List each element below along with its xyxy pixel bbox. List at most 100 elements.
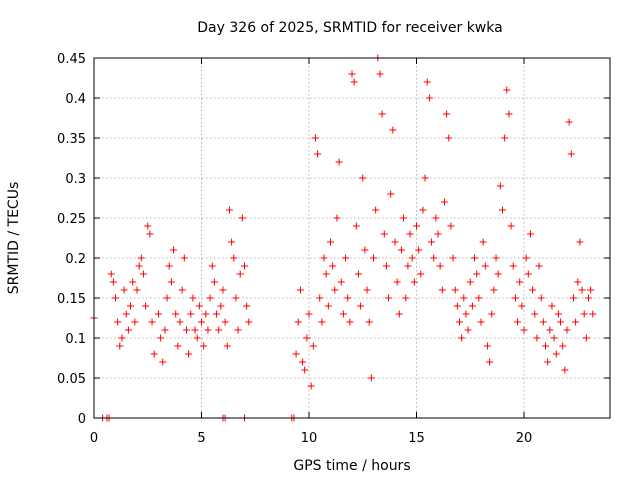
data-point xyxy=(157,334,165,342)
y-tick-label: 0.1 xyxy=(65,332,86,347)
data-point xyxy=(163,294,171,302)
data-point xyxy=(548,302,556,310)
data-point xyxy=(391,238,399,246)
y-tick-label: 0.45 xyxy=(57,52,86,67)
data-point xyxy=(526,230,534,238)
data-point xyxy=(518,302,526,310)
data-point xyxy=(430,254,438,262)
data-point xyxy=(354,270,362,278)
data-point xyxy=(529,286,537,294)
data-point xyxy=(471,254,479,262)
data-point xyxy=(397,246,405,254)
data-point xyxy=(533,334,541,342)
data-point xyxy=(419,206,427,214)
data-point xyxy=(236,270,244,278)
data-point xyxy=(324,302,332,310)
data-point xyxy=(363,286,371,294)
data-point xyxy=(496,182,504,190)
data-point xyxy=(587,286,595,294)
data-point xyxy=(200,342,208,350)
data-point xyxy=(311,134,319,142)
data-point xyxy=(434,230,442,238)
data-point xyxy=(150,350,158,358)
data-point xyxy=(219,286,227,294)
data-point xyxy=(335,158,343,166)
data-point xyxy=(490,286,498,294)
data-point xyxy=(322,270,330,278)
data-point xyxy=(580,310,588,318)
chart-title: Day 326 of 2025, SRMTID for receiver kwk… xyxy=(197,20,502,36)
data-point xyxy=(238,214,246,222)
data-point xyxy=(109,278,117,286)
data-point xyxy=(331,286,339,294)
data-point xyxy=(466,278,474,286)
y-tick-label: 0.2 xyxy=(65,252,86,267)
data-point xyxy=(230,254,238,262)
data-point xyxy=(445,134,453,142)
data-point xyxy=(542,342,549,350)
data-point xyxy=(365,318,373,326)
data-point xyxy=(404,262,412,270)
data-point xyxy=(346,318,354,326)
axis-ticks: 0 0.05 0.1 0.15 0.2 0.25 0.3 0.35 0.4 0.45 0 5 10 15 2… xyxy=(57,52,610,446)
data-point xyxy=(492,254,500,262)
data-point xyxy=(296,286,304,294)
data-point xyxy=(320,254,328,262)
data-point xyxy=(423,78,431,86)
data-point xyxy=(314,150,322,158)
data-point xyxy=(408,254,416,262)
data-point xyxy=(589,310,597,318)
data-point xyxy=(131,318,139,326)
data-point xyxy=(415,246,423,254)
data-point xyxy=(479,238,487,246)
data-point xyxy=(352,222,360,230)
x-tick-label: 5 xyxy=(197,431,205,446)
data-point xyxy=(129,278,137,286)
data-point xyxy=(486,358,494,366)
data-point xyxy=(501,134,509,142)
data-point xyxy=(449,254,457,262)
y-tick-label: 0.15 xyxy=(57,292,86,307)
data-point xyxy=(561,366,569,374)
data-point xyxy=(191,326,199,334)
data-point xyxy=(438,286,446,294)
data-point xyxy=(451,286,459,294)
data-point xyxy=(133,286,141,294)
data-point xyxy=(142,302,150,310)
data-point xyxy=(144,222,152,230)
data-point xyxy=(210,278,218,286)
data-point xyxy=(516,278,524,286)
data-point xyxy=(234,326,242,334)
data-point xyxy=(215,326,223,334)
x-axis-label: GPS time / hours xyxy=(293,458,410,474)
data-point xyxy=(146,230,154,238)
data-point xyxy=(299,358,307,366)
data-point xyxy=(447,222,455,230)
data-point xyxy=(402,294,410,302)
data-point xyxy=(137,254,145,262)
data-point xyxy=(372,206,380,214)
data-point xyxy=(357,302,365,310)
data-point xyxy=(232,294,240,302)
data-point xyxy=(410,278,418,286)
data-point xyxy=(155,310,162,318)
data-point xyxy=(161,326,169,334)
data-point xyxy=(148,318,156,326)
data-point xyxy=(421,174,429,182)
data-point xyxy=(576,238,584,246)
data-point xyxy=(537,294,545,302)
data-point xyxy=(387,190,395,198)
data-point xyxy=(458,334,466,342)
data-point xyxy=(499,206,506,214)
data-point xyxy=(406,230,414,238)
data-point xyxy=(385,294,393,302)
data-point xyxy=(180,254,188,262)
data-point xyxy=(432,214,440,222)
data-point xyxy=(202,310,210,318)
data-point xyxy=(206,294,214,302)
data-point xyxy=(217,302,225,310)
data-point xyxy=(135,262,143,270)
data-point xyxy=(462,310,470,318)
